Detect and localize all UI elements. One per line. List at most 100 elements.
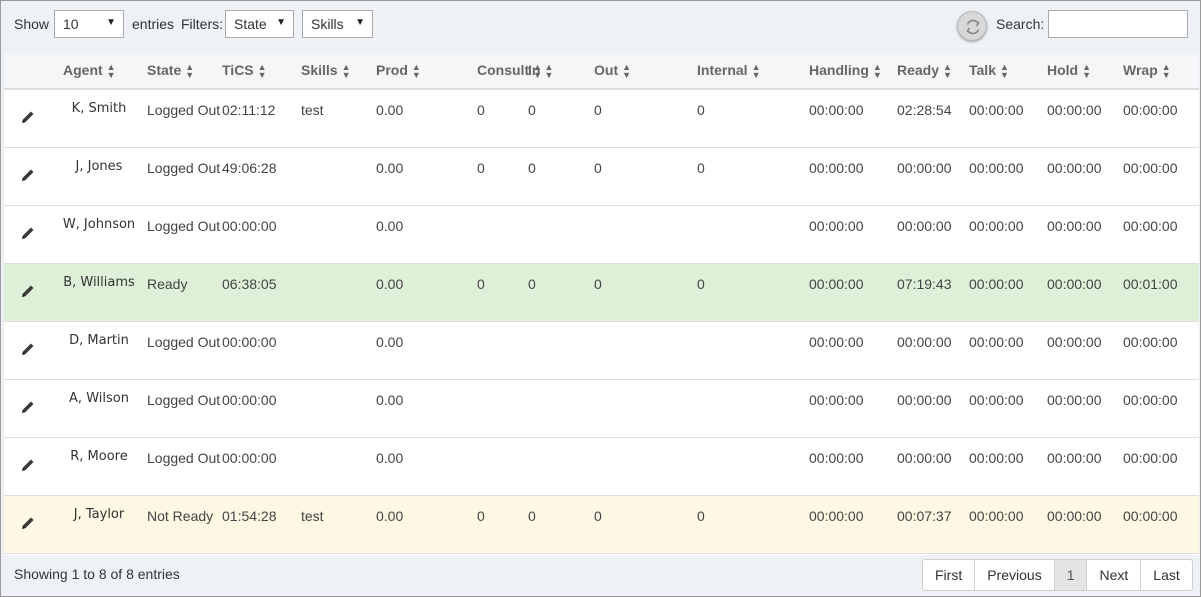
header-out-label: Out — [594, 61, 619, 78]
table-header-row: Agent ▲ ▼ State ▲ ▼ TiCS ▲ ▼ Skills ▲ ▼ Prod ▲ ▼ C… — [4, 53, 1199, 90]
header-handling[interactable]: Handling ▲ ▼ — [809, 53, 897, 90]
cell-wrap: 00:01:00 — [1123, 275, 1178, 292]
table-row[interactable]: W, Johnson Logged Out 00:00:00 0.00 00:00:00… — [4, 205, 1199, 263]
cell-prod: 0.00 — [376, 507, 404, 524]
sort-icon: ▲ ▼ — [943, 62, 952, 81]
header-wrap-label: Wrap — [1123, 61, 1158, 78]
agent-name: R, Moore — [70, 448, 128, 464]
cell-ready: 00:00:00 — [897, 449, 952, 466]
cell-handling: 00:00:00 — [809, 159, 864, 176]
cell-talk: 00:00:00 — [969, 333, 1024, 350]
skills-filter-select[interactable]: Skills ▼ — [302, 10, 373, 38]
header-agent-label: Agent — [63, 61, 103, 78]
header-state[interactable]: State ▲ ▼ — [147, 53, 222, 90]
header-internal[interactable]: Internal ▲ ▼ — [697, 53, 809, 90]
edit-pencil-icon[interactable] — [20, 457, 36, 476]
header-consult[interactable]: Consult ▲ ▼ — [477, 53, 542, 90]
dropdown-arrow-icon: ▼ — [276, 17, 286, 28]
edit-pencil-icon[interactable] — [20, 225, 36, 244]
header-skills[interactable]: Skills ▲ ▼ — [301, 53, 376, 90]
header-edit — [4, 53, 51, 90]
sort-icon: ▲ ▼ — [1082, 62, 1092, 81]
header-prod-label: Prod — [376, 61, 408, 78]
state-filter-value: State — [234, 16, 267, 32]
header-state-label: State — [147, 61, 182, 78]
edit-cell — [4, 379, 51, 437]
cell-out: 0 — [594, 159, 602, 176]
cell-ready: 07:19:43 — [897, 275, 952, 292]
header-in[interactable]: In ▲ ▼ — [528, 53, 594, 90]
page-last-button[interactable]: Last — [1153, 567, 1180, 583]
table-row[interactable]: R, Moore Logged Out 00:00:00 0.00 00:00:00 00… — [4, 437, 1199, 495]
edit-pencil-icon[interactable] — [20, 341, 36, 360]
page-1-button[interactable]: 1 — [1054, 560, 1088, 590]
table-row[interactable]: J, Jones Logged Out 49:06:28 0.00 0 0 0 0 00:00:… — [4, 147, 1199, 205]
edit-pencil-icon[interactable] — [20, 167, 36, 186]
header-talk[interactable]: Talk ▲ ▼ — [969, 53, 1047, 90]
cell-wrap: 00:00:00 — [1123, 449, 1178, 466]
table-row[interactable]: A, Wilson Logged Out 00:00:00 0.00 00:00:00 0… — [4, 379, 1199, 437]
cell-talk: 00:00:00 — [969, 217, 1024, 234]
header-wrap[interactable]: Wrap ▲ ▼ — [1123, 53, 1199, 90]
cell-wrap: 00:00:00 — [1123, 391, 1178, 408]
cell-state: Logged Out — [147, 391, 221, 408]
search-input[interactable] — [1048, 10, 1188, 38]
cell-prod: 0.00 — [376, 275, 404, 292]
header-ready-label: Ready — [897, 61, 940, 78]
cell-skills: test — [301, 102, 324, 118]
table-row[interactable]: J, Taylor Not Ready 01:54:28 test 0.00 0 0 0 0 00… — [4, 495, 1199, 553]
dropdown-arrow-icon: ▼ — [106, 17, 116, 28]
edit-cell — [4, 89, 51, 147]
header-in-label: In — [528, 61, 541, 78]
header-prod[interactable]: Prod ▲ ▼ — [376, 53, 477, 90]
sort-icon: ▲ ▼ — [999, 62, 1009, 81]
cell-in: 0 — [528, 275, 536, 292]
cell-prod: 0.00 — [376, 449, 404, 466]
header-tics[interactable]: TiCS ▲ ▼ — [222, 53, 301, 90]
cell-hold: 00:00:00 — [1047, 449, 1102, 466]
page-next-button[interactable]: Next — [1087, 560, 1142, 590]
page-first-button[interactable]: First — [923, 560, 976, 590]
table-row[interactable]: D, Martin Logged Out 00:00:00 0.00 00:00:00 0… — [4, 321, 1199, 379]
cell-in — [528, 437, 594, 495]
edit-pencil-icon[interactable] — [20, 515, 36, 534]
header-agent[interactable]: Agent ▲ ▼ — [51, 53, 147, 90]
table-row[interactable]: B, Williams Ready 06:38:05 0.00 0 0 0 0 00:00:00… — [4, 263, 1199, 321]
header-out[interactable]: Out ▲ ▼ — [594, 53, 697, 90]
sort-icon: ▲ ▼ — [257, 62, 267, 81]
search-label: Search: — [996, 16, 1045, 32]
header-hold[interactable]: Hold ▲ ▼ — [1047, 53, 1123, 90]
sort-icon: ▲ ▼ — [544, 62, 554, 81]
cell-handling: 00:00:00 — [809, 391, 864, 408]
cell-hold: 00:00:00 — [1047, 391, 1102, 408]
refresh-icon — [966, 19, 980, 35]
edit-pencil-icon[interactable] — [20, 399, 36, 418]
cell-hold: 00:00:00 — [1047, 102, 1102, 118]
refresh-button[interactable] — [957, 11, 987, 41]
edit-cell — [4, 147, 51, 205]
cell-hold: 00:00:00 — [1047, 275, 1102, 292]
cell-state: Logged Out — [147, 449, 221, 466]
page-previous-button[interactable]: Previous — [975, 560, 1055, 590]
cell-state: Logged Out — [147, 102, 221, 118]
cell-ready: 00:00:00 — [897, 217, 952, 234]
sort-icon: ▲ ▼ — [411, 62, 421, 81]
cell-handling: 00:00:00 — [809, 449, 864, 466]
table-row[interactable]: K, Smith Logged Out 02:11:12 test 0.00 0 0 0 0 00… — [4, 89, 1199, 147]
state-filter-select[interactable]: State ▼ — [225, 10, 294, 38]
cell-handling: 00:00:00 — [809, 507, 864, 524]
header-tics-label: TiCS — [222, 61, 254, 78]
cell-wrap: 00:00:00 — [1123, 507, 1178, 524]
agents-table-body: K, Smith Logged Out 02:11:12 test 0.00 0 0 0 0 00… — [4, 89, 1199, 553]
cell-consult — [477, 205, 528, 263]
entries-select[interactable]: 10 ▼ — [54, 10, 124, 38]
table-toolbar: Show 10 ▼ entries Filters: State ▼ Skill… — [1, 1, 1200, 53]
edit-pencil-icon[interactable] — [20, 283, 36, 302]
header-ready[interactable]: Ready ▲ ▼ — [897, 53, 969, 90]
edit-pencil-icon[interactable] — [20, 109, 36, 128]
cell-internal: 0 — [697, 102, 705, 118]
agent-name: K, Smith — [71, 101, 127, 116]
cell-tics: 00:00:00 — [222, 391, 277, 408]
cell-consult: 0 — [477, 275, 485, 292]
